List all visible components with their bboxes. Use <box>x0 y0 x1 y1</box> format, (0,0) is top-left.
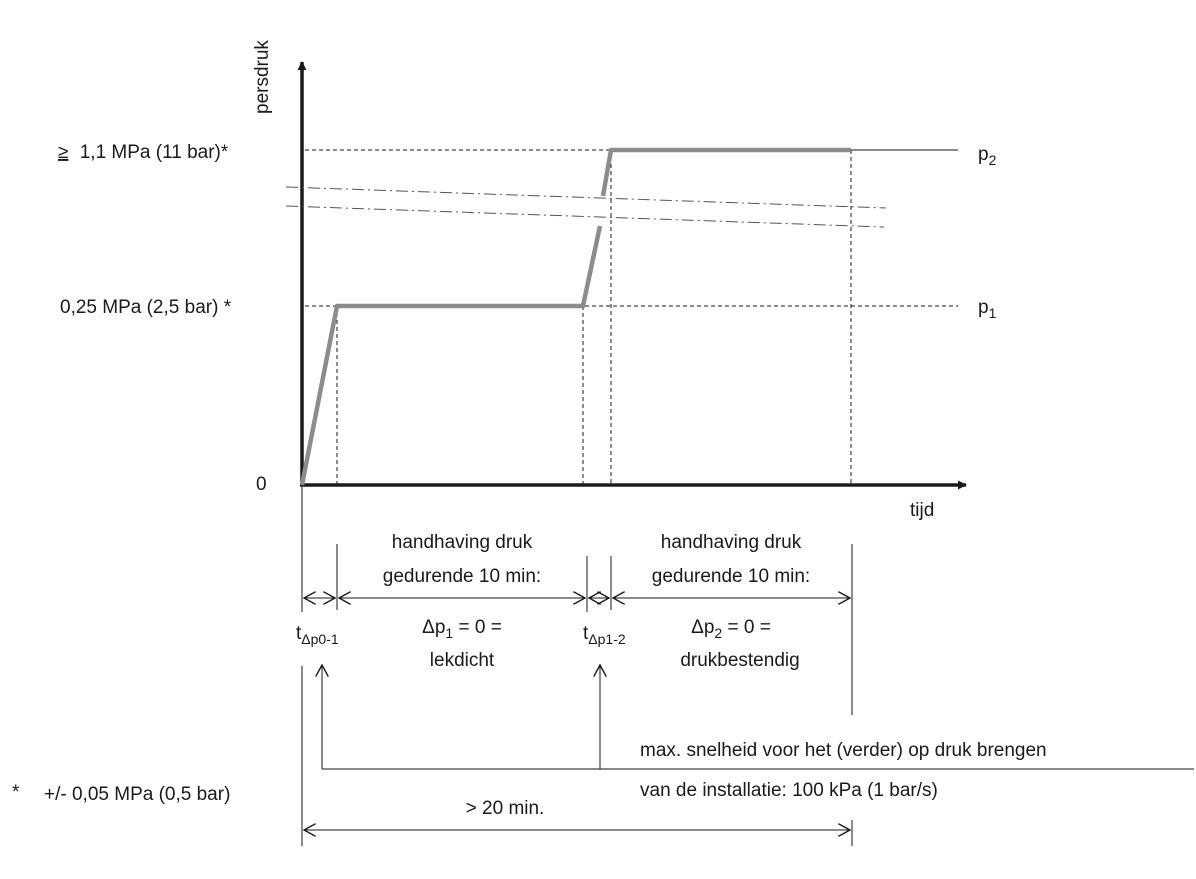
footnote-mark: * <box>12 782 20 803</box>
footnote-text: +/- 0,05 MPa (0,5 bar) <box>44 784 230 805</box>
pressure-curve <box>299 225 603 486</box>
phase2-line2: gedurende 10 min: <box>652 566 810 587</box>
y-axis-label: persdruk <box>252 40 273 114</box>
phase1-line1: handhaving druk <box>392 532 533 553</box>
p1-symbol: p <box>978 297 989 318</box>
ramp1-time-symbol: t <box>296 623 302 644</box>
phase2-line1: handhaving druk <box>661 532 802 553</box>
phase2-result-line2: drukbestendig <box>680 650 799 671</box>
axis-break-line-lower <box>285 205 885 228</box>
ramp1-time-label: tΔp0-1 <box>296 623 339 647</box>
phase2-result: Δp2 = 0 = <box>691 617 771 641</box>
ramp2-time-subscript: Δp1-2 <box>588 631 626 647</box>
p1-subscript: 1 <box>989 305 997 321</box>
high-level-prefix: ≥ <box>58 142 68 163</box>
phase2-result-symbol: Δp <box>691 617 714 638</box>
total-duration-label: > 20 min. <box>466 798 545 819</box>
phase1-line2: gedurende 10 min: <box>383 566 541 587</box>
p2-symbol: p <box>978 144 989 165</box>
high-level-label: ≥ 1,1 MPa (11 bar)* <box>58 142 229 163</box>
phase2-result-subscript: 2 <box>714 625 722 641</box>
pressure-curve-upper <box>600 147 851 197</box>
origin-label: 0 <box>256 474 267 495</box>
p2-subscript: 2 <box>989 152 997 168</box>
ramp2-time-symbol: t <box>583 623 589 644</box>
phase1-result-line2: lekdicht <box>430 650 495 671</box>
low-level-label: 0,25 MPa (2,5 bar) * <box>60 297 232 318</box>
high-level-value: 1,1 MPa (11 bar)* <box>80 142 229 163</box>
phase2-result-rest: = 0 = <box>722 617 771 638</box>
axis-break-line-upper <box>285 186 887 209</box>
speed-note-line1: max. snelheid voor het (verder) op druk … <box>640 740 1047 761</box>
ramp2-time-label: tΔp1-2 <box>583 623 626 647</box>
ramp1-time-subscript: Δp0-1 <box>301 631 339 647</box>
x-axis-label: tijd <box>910 500 934 521</box>
phase1-result-symbol: Δp <box>422 617 445 638</box>
phase1-result: Δp1 = 0 = <box>422 617 502 641</box>
p1-label: p1 <box>978 297 997 321</box>
phase1-result-rest: = 0 = <box>453 617 502 638</box>
p2-label: p2 <box>978 144 997 168</box>
phase1-result-subscript: 1 <box>445 625 453 641</box>
speed-note-line2: van de installatie: 100 kPa (1 bar/s) <box>640 780 938 801</box>
